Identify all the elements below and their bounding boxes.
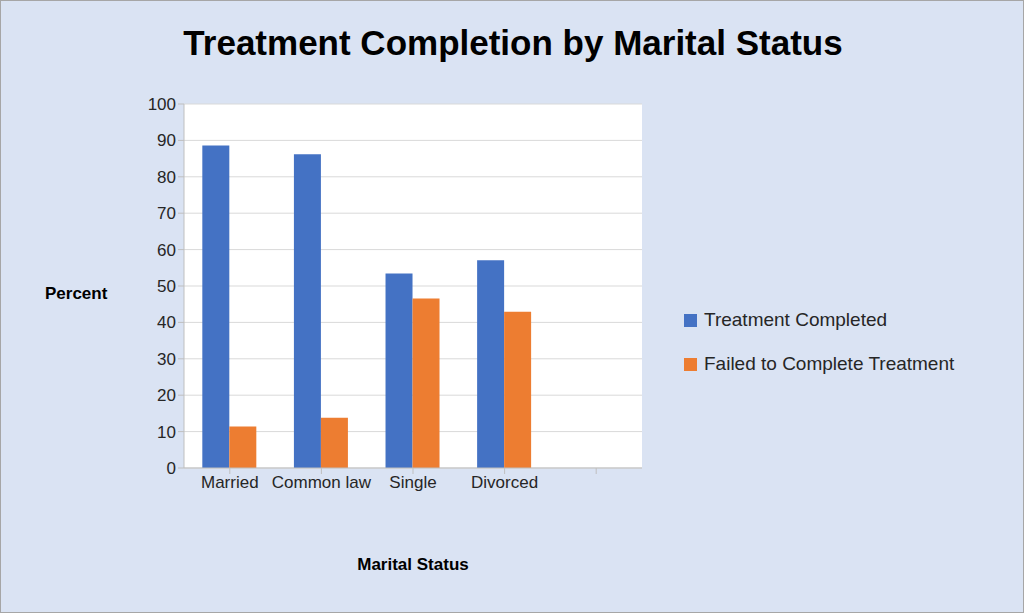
html-text:Treatment Completed: Treatment Completed [704,309,887,330]
svg-text:Single: Single [389,473,436,492]
svg-text:Divorced: Divorced [471,473,538,492]
svg-text:Married: Married [201,473,259,492]
html-text:Treatment Completion by Marita: Treatment Completion by Marital Status [183,23,843,62]
svg-text:10: 10 [157,423,176,442]
svg-text:80: 80 [157,168,176,187]
svg-text:30: 30 [157,350,176,369]
html-text:Percent: Percent [45,284,108,303]
svg-text:70: 70 [157,204,176,223]
svg-text:0: 0 [167,459,176,478]
svg-text:Common law: Common law [272,473,372,492]
html-text:Failed to Complete Treatment: Failed to Complete Treatment [704,353,955,374]
svg-text:50: 50 [157,277,176,296]
svg-text:100: 100 [148,95,176,114]
svg-text:90: 90 [157,131,176,150]
html-text:Marital Status: Marital Status [357,555,469,574]
svg-text:20: 20 [157,386,176,405]
svg-text:60: 60 [157,241,176,260]
svg-text:40: 40 [157,313,176,332]
